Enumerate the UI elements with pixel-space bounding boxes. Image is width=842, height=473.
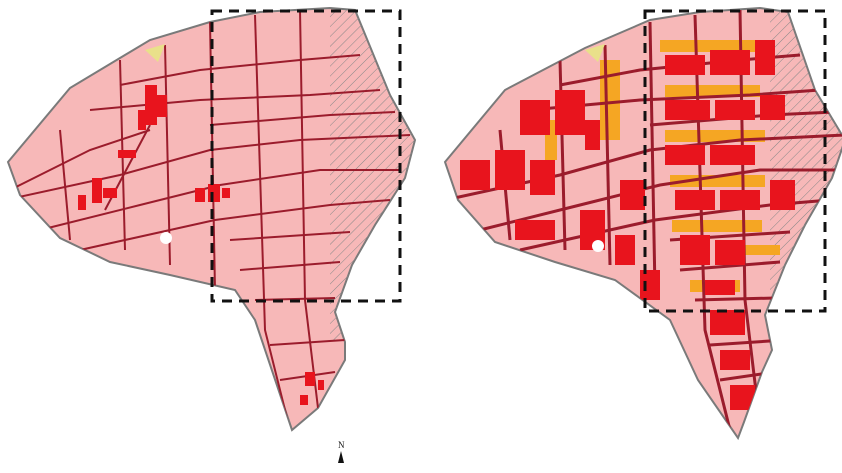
right-focus-frame — [643, 9, 827, 313]
north-label: N — [338, 440, 345, 450]
right-infill-blocks — [545, 40, 780, 292]
right-round-plaza — [592, 240, 604, 252]
left-buildings — [78, 85, 324, 405]
right-buildings — [460, 40, 795, 410]
left-map — [6, 6, 417, 432]
left-street-network — [8, 9, 411, 430]
north-arrow-icon — [338, 451, 344, 463]
left-focus-frame — [210, 9, 402, 303]
left-green-patch — [145, 44, 165, 62]
right-hatched-edge — [770, 10, 842, 340]
right-map — [443, 6, 842, 441]
left-round-plaza — [160, 232, 172, 244]
right-green-patch — [585, 44, 605, 62]
